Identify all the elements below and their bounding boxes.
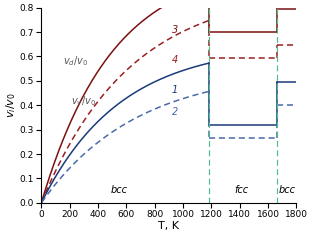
Text: bcc: bcc: [279, 185, 296, 195]
Text: $v_d/v_0$: $v_d/v_0$: [63, 55, 89, 68]
Text: bcc: bcc: [111, 185, 128, 195]
Text: 2: 2: [172, 106, 178, 117]
Text: 3: 3: [172, 25, 178, 35]
Text: 1: 1: [172, 85, 178, 95]
Text: fcc: fcc: [235, 185, 249, 195]
Text: $v_v/v_0$: $v_v/v_0$: [71, 95, 96, 109]
X-axis label: T, K: T, K: [158, 221, 179, 231]
Y-axis label: $v_i/v_0$: $v_i/v_0$: [4, 92, 18, 118]
Text: 4: 4: [172, 55, 178, 65]
